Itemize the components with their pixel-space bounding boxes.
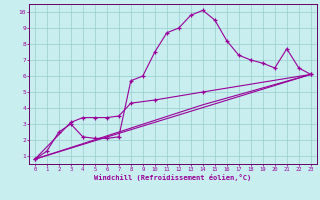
X-axis label: Windchill (Refroidissement éolien,°C): Windchill (Refroidissement éolien,°C)	[94, 174, 252, 181]
